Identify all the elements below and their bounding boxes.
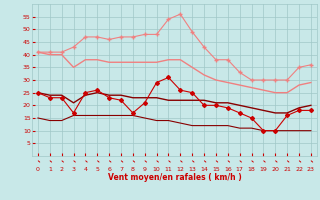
X-axis label: Vent moyen/en rafales ( km/h ): Vent moyen/en rafales ( km/h ) — [108, 174, 241, 182]
